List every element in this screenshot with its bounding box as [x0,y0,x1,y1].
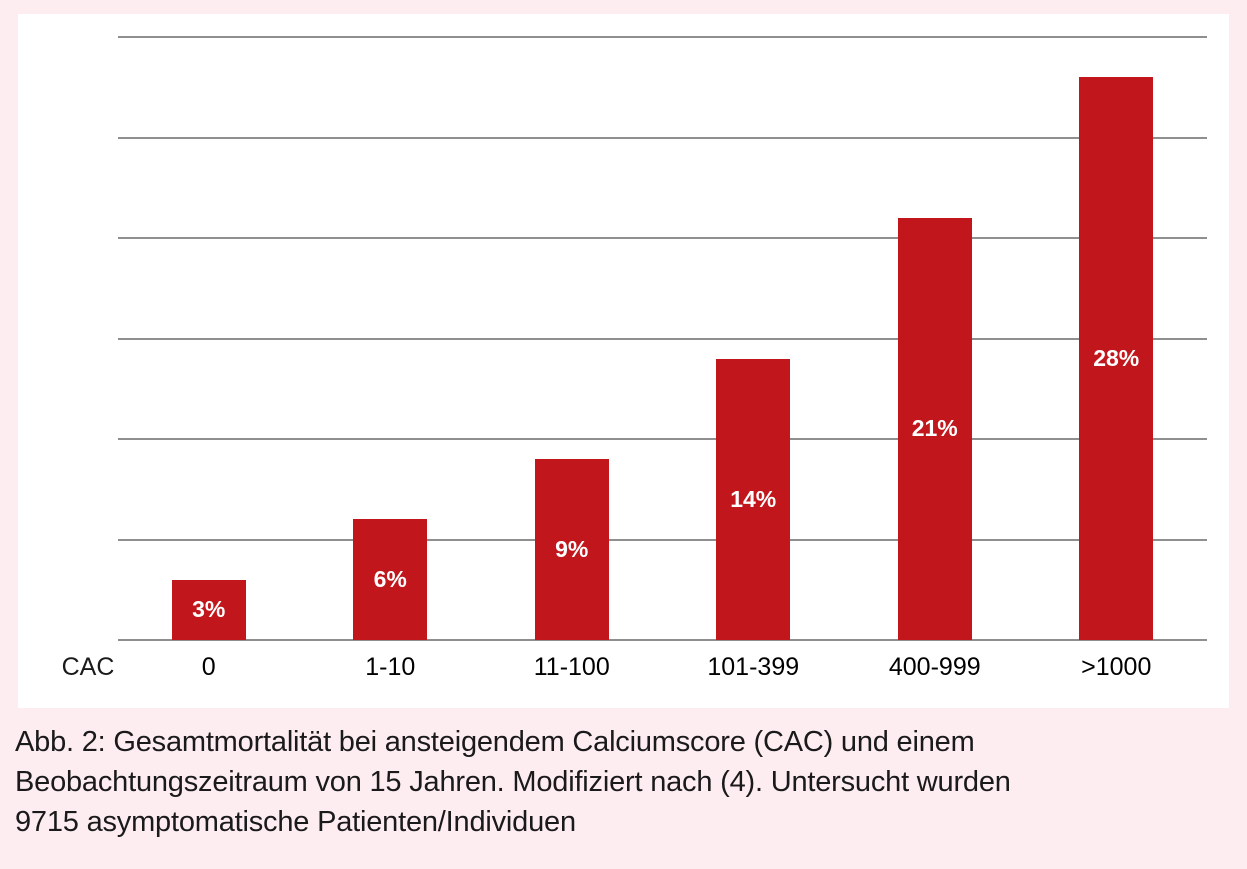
x-axis-line [118,639,1207,641]
caption-line-3: 9715 asymptomatische Patienten/Individue… [15,806,576,838]
caption-line-1: Abb. 2: Gesamtmortalität bei ansteigende… [15,726,975,758]
plot-area: 3% 6% 9% 14% 21% 28% [118,36,1207,641]
bar-value-label: 21% [911,415,958,442]
gridline [118,438,1207,440]
chart-panel: 3% 6% 9% 14% 21% 28% 0 1-10 11-100 101-399 400-99… [18,14,1229,708]
bar-value-label: 3% [192,596,226,623]
x-axis-label-11-100: 11-100 [533,653,610,681]
x-axis-label-400-999: 400-999 [888,653,981,681]
figure-caption: Abb. 2: Gesamtmortalität bei ansteigende… [15,722,1235,842]
bar-1-10: 6% [353,519,428,640]
cac-row-label: CAC [61,653,115,681]
bar-value-label: 9% [555,536,589,563]
gridline [118,337,1207,340]
gridline [118,136,1207,139]
x-axis-label-1-10: 1-10 [365,653,416,681]
bar-value-label: 28% [1093,345,1140,372]
x-axis-label-101-399: 101-399 [707,653,800,681]
bar-value-label: 6% [373,566,407,593]
gridline [118,36,1207,38]
x-axis-label->1000: >1000 [1081,653,1152,681]
bar-0: 3% [171,579,246,640]
caption-line-2: Beobachtungszeitraum von 15 Jahren. Modi… [15,766,1011,798]
bar-11-100: 9% [534,459,609,640]
gridline [118,538,1207,541]
gridline [118,237,1207,239]
bar-400-999: 21% [897,217,972,640]
bar-value-label: 14% [730,485,777,512]
bar->1000: 28% [1079,77,1154,640]
x-axis-labels-row: 0 1-10 11-100 101-399 400-999 >1000 [118,651,1207,683]
x-axis-label-0: 0 [201,653,216,681]
bar-101-399: 14% [716,358,791,640]
